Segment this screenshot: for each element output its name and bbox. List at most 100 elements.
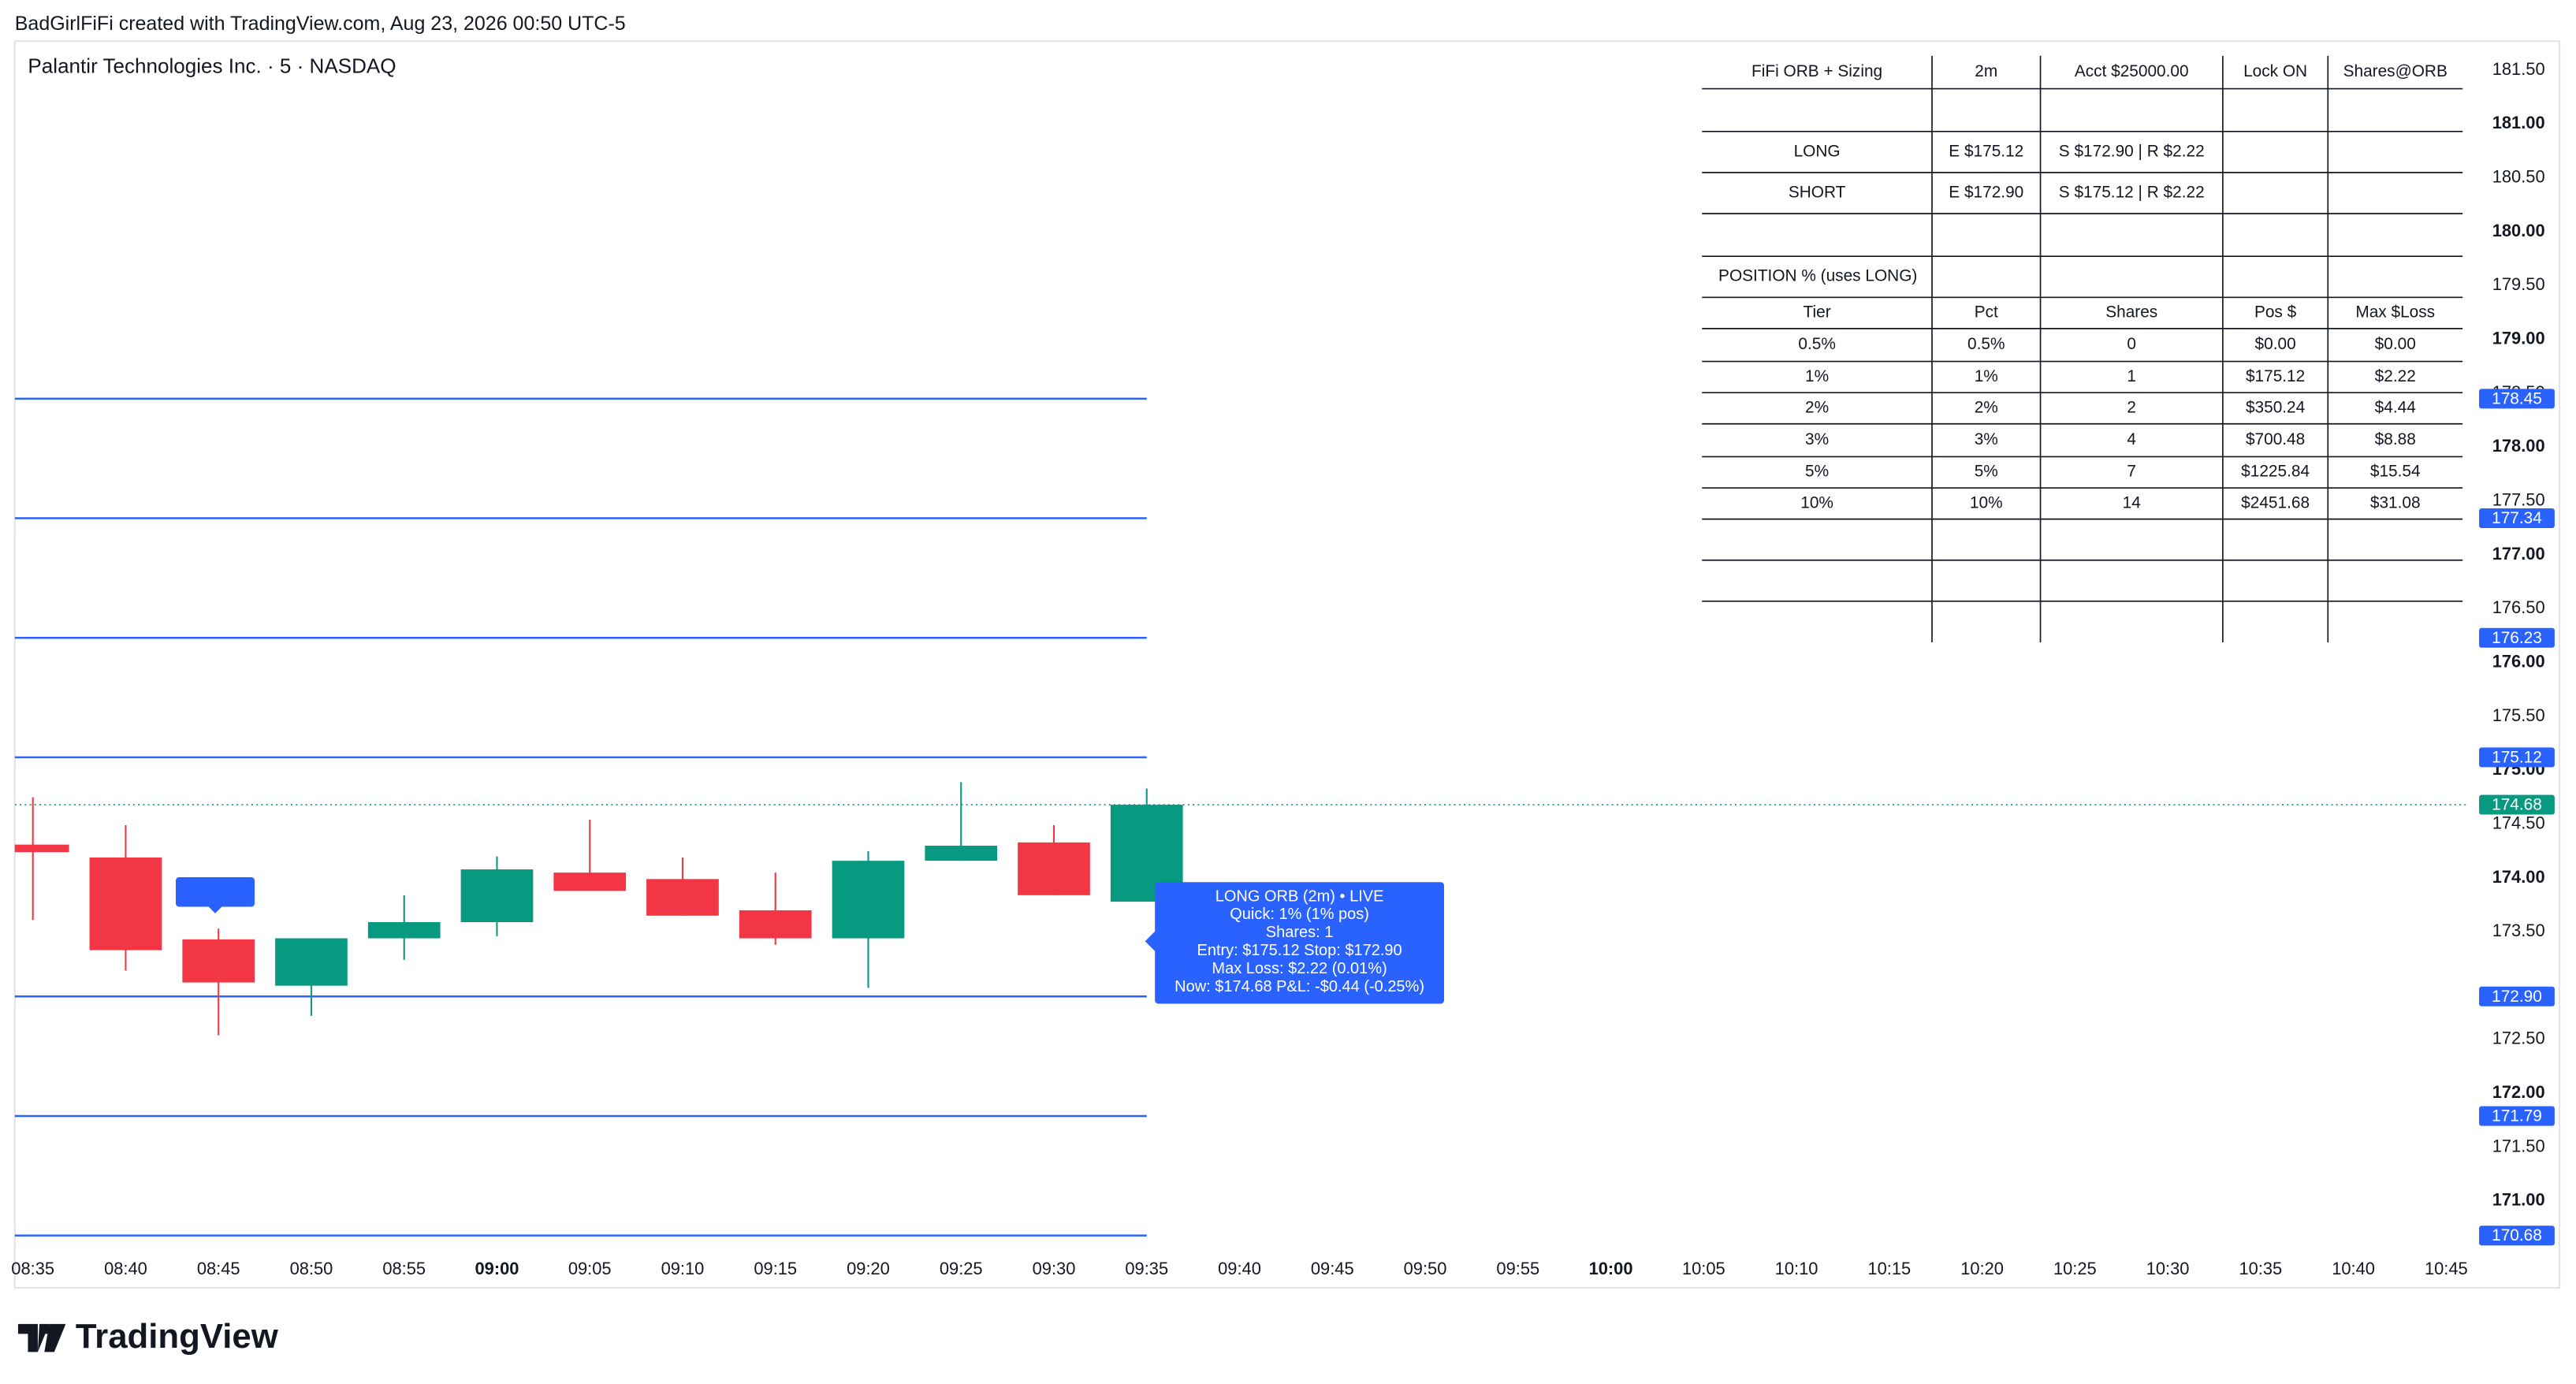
- y-tick-label: 179.50: [2492, 274, 2545, 294]
- y-tick-label: 178.00: [2492, 436, 2545, 456]
- logo-dot: [41, 1323, 51, 1334]
- table-cell: $2.22: [2375, 367, 2416, 385]
- table-cell: 1%: [1805, 367, 1829, 385]
- table-cell: LONG: [1794, 142, 1841, 160]
- y-tick-label: 181.00: [2492, 113, 2545, 132]
- x-tick-label: 09:55: [1496, 1259, 1539, 1278]
- y-tick-label: 180.50: [2492, 166, 2545, 186]
- signal-marker: [176, 876, 255, 913]
- y-tick-label: 176.50: [2492, 597, 2545, 617]
- x-tick-label: 10:45: [2425, 1259, 2468, 1278]
- table-cell: $4.44: [2375, 398, 2416, 416]
- level-label: 176.23: [2492, 629, 2542, 647]
- level-label-box: [2479, 986, 2555, 1006]
- table-cell: 14: [2123, 493, 2141, 512]
- table-cell: $350.24: [2246, 398, 2305, 416]
- x-tick-label: 10:00: [1589, 1259, 1633, 1278]
- y-tick-label: 179.00: [2492, 328, 2545, 348]
- candle-body: [14, 844, 69, 853]
- y-tick-label: 177.50: [2492, 489, 2545, 509]
- table-cell: $0.00: [2255, 335, 2296, 353]
- candle-body: [460, 869, 534, 923]
- table-cell: $0.00: [2375, 335, 2416, 353]
- tooltip-line: LONG ORB (2m) • LIVE: [1215, 887, 1384, 905]
- x-tick-label: 10:25: [2053, 1259, 2097, 1278]
- x-tick-label: 10:05: [1682, 1259, 1725, 1278]
- table-cell: 0.5%: [1798, 335, 1835, 353]
- table-cell: 10%: [1800, 493, 1833, 512]
- candle-body: [89, 858, 162, 951]
- x-tick-label: 10:35: [2239, 1259, 2282, 1278]
- table-cell: 1: [2127, 367, 2136, 385]
- candle-body: [925, 845, 998, 861]
- tooltip-box: [1145, 882, 1444, 1004]
- logo-icon: [17, 1323, 66, 1352]
- table-cell: 5%: [1805, 463, 1829, 481]
- y-tick-label: 174.00: [2492, 867, 2545, 887]
- last-price-label: 174.68: [2492, 796, 2542, 814]
- table-cell: Pos $: [2254, 303, 2297, 322]
- level-label-box: [2479, 508, 2555, 529]
- level-label-box: [2479, 747, 2555, 768]
- x-tick-label: 10:10: [1775, 1259, 1818, 1278]
- x-tick-label: 08:50: [290, 1259, 333, 1278]
- table-cell: 3%: [1805, 430, 1829, 448]
- x-tick-label: 09:15: [754, 1259, 797, 1278]
- x-tick-label: 09:00: [475, 1259, 519, 1278]
- table-cell: Lock ON: [2243, 62, 2307, 80]
- x-tick-label: 08:45: [197, 1259, 240, 1278]
- y-tick-label: 177.00: [2492, 544, 2545, 564]
- candle-body: [182, 939, 255, 983]
- x-tick-label: 09:10: [661, 1259, 705, 1278]
- table-cell: SHORT: [1789, 183, 1846, 201]
- sizing-table: FiFi ORB + Sizing 2m Acct $25000.00 Lock ON…: [1702, 55, 2463, 642]
- table-cell: E $175.12: [1949, 142, 2023, 160]
- x-tick-label: 08:40: [104, 1259, 147, 1278]
- table-cell: $175.12: [2246, 367, 2305, 385]
- table-cell: Acct $25000.00: [2075, 62, 2189, 80]
- x-tick-label: 10:20: [1960, 1259, 2004, 1278]
- table-cell: POSITION % (uses LONG): [1718, 267, 1917, 285]
- table-cell: S $175.12 | R $2.22: [2059, 183, 2205, 201]
- y-tick-label: 181.50: [2492, 59, 2545, 79]
- table-cell: 0.5%: [1967, 335, 2005, 353]
- table-cell: 2%: [1975, 398, 1998, 416]
- table-cell: Shares@ORB: [2343, 62, 2448, 80]
- candle-body: [832, 861, 905, 939]
- candle-body: [275, 938, 348, 986]
- level-label-box: [2479, 1106, 2555, 1126]
- level-label-box: [2479, 627, 2555, 648]
- table-cell: 2: [2127, 398, 2136, 416]
- table-cell: 0: [2127, 335, 2136, 353]
- level-label: 178.45: [2492, 389, 2542, 407]
- x-tick-label: 10:40: [2332, 1259, 2375, 1278]
- x-tick-label: 09:35: [1125, 1259, 1168, 1278]
- table-cell: $8.88: [2375, 430, 2416, 448]
- tooltip-line: Max Loss: $2.22 (0.01%): [1212, 960, 1387, 977]
- table-cell: 10%: [1970, 493, 2003, 512]
- logo-text: TradingView: [76, 1317, 279, 1356]
- y-tick-label: 176.00: [2492, 651, 2545, 671]
- x-tick-label: 09:25: [940, 1259, 983, 1278]
- table-cell: Pct: [1975, 303, 1998, 322]
- x-tick-label: 09:45: [1311, 1259, 1354, 1278]
- table-cell: $1225.84: [2241, 463, 2310, 481]
- y-tick-label: 171.00: [2492, 1190, 2545, 1210]
- level-label: 177.34: [2492, 509, 2542, 527]
- candle-body: [553, 872, 627, 891]
- x-tick-label: 09:30: [1033, 1259, 1076, 1278]
- tooltip-line: Shares: 1: [1266, 924, 1334, 941]
- y-tick-label: 175.50: [2492, 705, 2545, 725]
- x-tick-label: 09:20: [847, 1259, 890, 1278]
- axes: 171.00 171.50 172.00 172.50 173.50 174.00 174.…: [11, 59, 2555, 1278]
- last-price-box: [2479, 794, 2555, 815]
- y-tick-label: 171.50: [2492, 1136, 2545, 1155]
- y-tick-label: 172.50: [2492, 1029, 2545, 1048]
- level-label: 172.90: [2492, 988, 2542, 1006]
- table-cell: FiFi ORB + Sizing: [1751, 62, 1882, 80]
- level-label: 170.68: [2492, 1226, 2542, 1244]
